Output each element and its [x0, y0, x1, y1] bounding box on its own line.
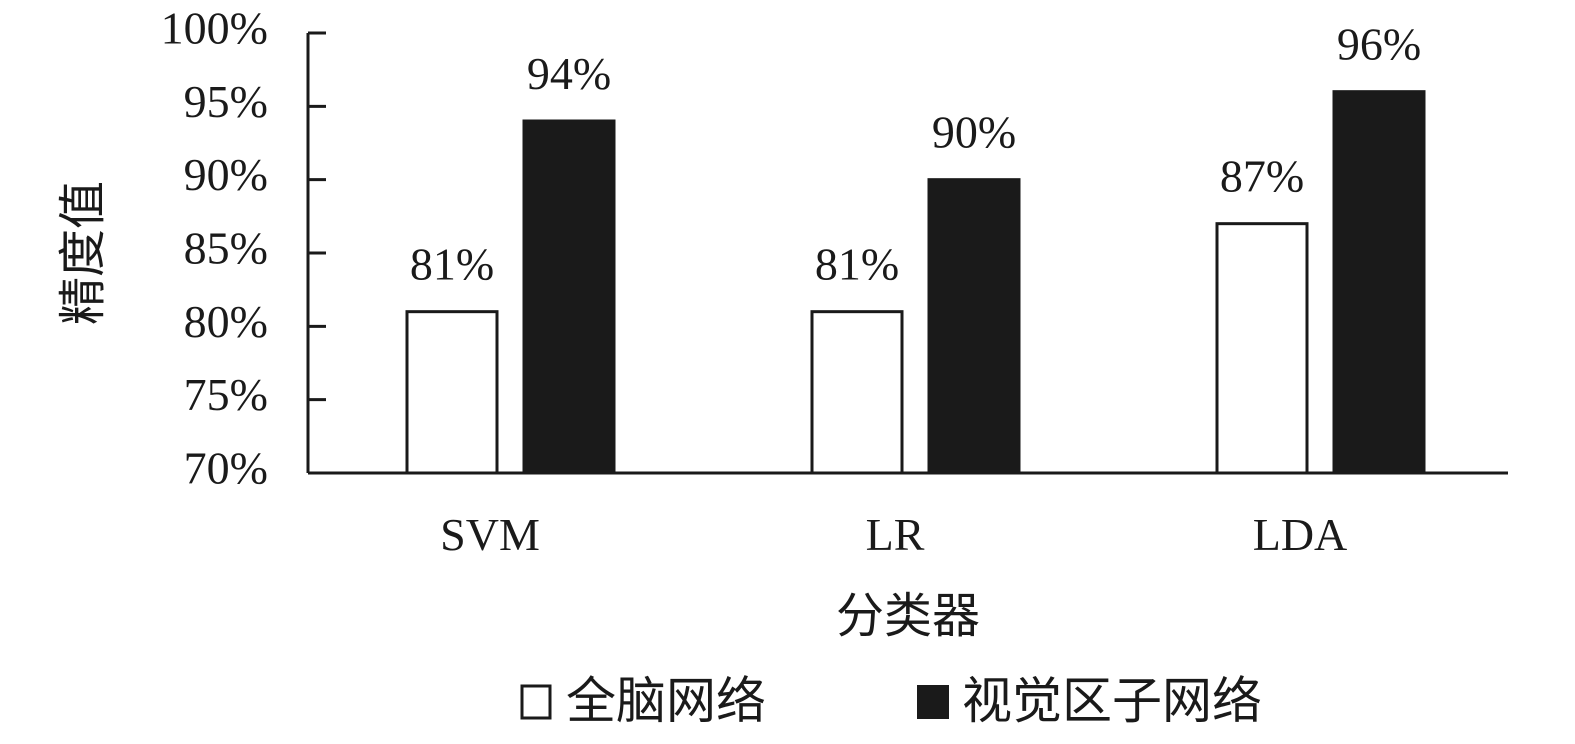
- bar-lr-series-0: [810, 310, 904, 475]
- y-tick-label: 100%: [161, 3, 268, 54]
- legend-swatch-whole-brain: [520, 684, 552, 720]
- y-tick-label: 90%: [184, 149, 268, 200]
- data-labels: 81% 94% 81% 90% 87% 96%: [410, 19, 1421, 290]
- y-tick-label: 70%: [184, 443, 268, 494]
- legend-label-whole-brain: 全脑网络: [566, 673, 766, 729]
- legend-label-visual-subnetwork: 视觉区子网络: [962, 673, 1262, 729]
- data-label-svm-series-0: 81%: [410, 239, 494, 290]
- bar-svm-series-1: [522, 119, 616, 475]
- data-label-lda-series-1: 96%: [1337, 19, 1421, 70]
- x-tick-label: LR: [866, 509, 925, 560]
- legend: 全脑网络 视觉区子网络: [520, 673, 1262, 729]
- legend-swatch-visual-subnetwork: [917, 685, 949, 719]
- data-label-svm-series-1: 94%: [527, 48, 611, 99]
- y-tick-label: 85%: [184, 223, 268, 274]
- y-tick-label: 80%: [184, 296, 268, 347]
- data-label-lda-series-0: 87%: [1220, 151, 1304, 202]
- x-axis-title: 分类器: [836, 590, 980, 643]
- bar-lda-series-0: [1215, 222, 1309, 475]
- y-axis-title: 精度值: [57, 181, 110, 325]
- bar-svm-series-0: [405, 310, 499, 475]
- data-label-lr-series-1: 90%: [932, 107, 1016, 158]
- x-axis-ticks: SVM LR LDA: [440, 509, 1347, 560]
- y-tick-label: 75%: [184, 369, 268, 420]
- bars: [405, 90, 1426, 475]
- y-tick-label: 95%: [184, 76, 268, 127]
- y-axis-ticks: 70% 75% 80% 85% 90% 95% 100%: [161, 3, 326, 494]
- data-label-lr-series-0: 81%: [815, 239, 899, 290]
- x-tick-label: LDA: [1253, 509, 1348, 560]
- bar-lda-series-1: [1332, 90, 1426, 475]
- bar-lr-series-1: [927, 178, 1021, 475]
- x-tick-label: SVM: [440, 509, 540, 560]
